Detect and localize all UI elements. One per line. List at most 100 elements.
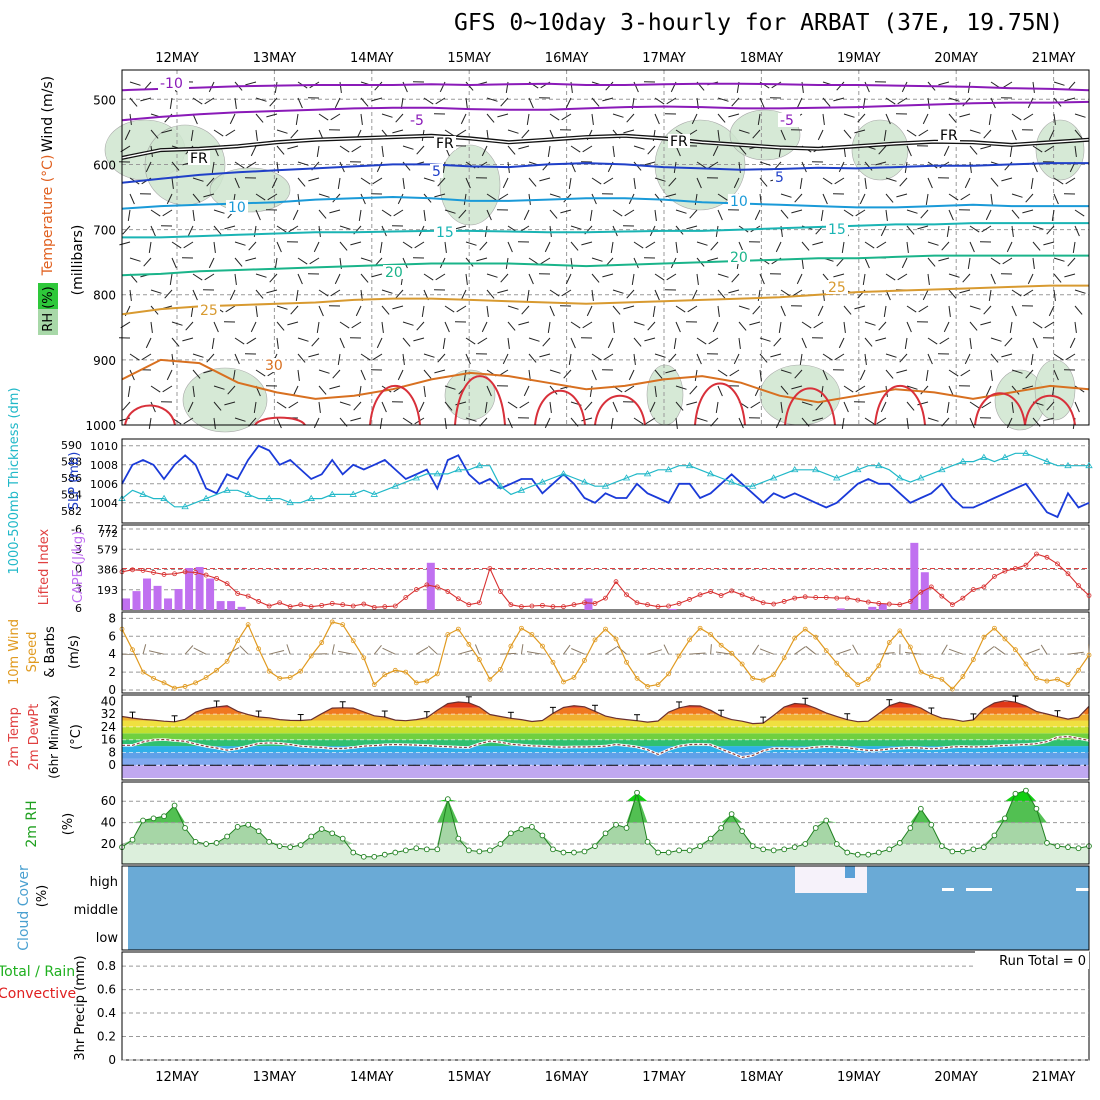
wind-barb	[1030, 353, 1034, 365]
warm-isotherm	[874, 385, 926, 426]
rh-marker	[970, 846, 977, 853]
wind-barb	[234, 273, 237, 285]
wind-barb	[549, 209, 558, 219]
wind-barb	[855, 385, 866, 393]
wind-barb	[628, 369, 635, 381]
wind-barb	[295, 289, 299, 301]
wind-barb	[1064, 97, 1076, 102]
surface-wind-barb	[193, 647, 207, 655]
wind-barb	[675, 385, 687, 390]
wind-barb	[925, 193, 929, 205]
wind-barb	[540, 257, 551, 265]
isotherm-label: 20	[730, 250, 748, 266]
cape-bar	[143, 578, 152, 610]
wind-marker	[382, 672, 388, 678]
wind-barb	[1053, 113, 1056, 125]
wind-barb	[689, 209, 698, 219]
li-marker	[970, 587, 976, 592]
wind-barb	[654, 273, 665, 281]
wind-barb	[318, 289, 329, 297]
wind-barb	[549, 289, 560, 297]
isotherm-line	[121, 358, 1090, 404]
wind-barb	[350, 241, 362, 246]
wind-barb	[1032, 321, 1043, 329]
surface-wind-barb	[382, 647, 396, 655]
wind-barb	[381, 145, 384, 157]
wind-barb	[423, 353, 435, 358]
rh-marker	[381, 851, 388, 858]
warm-isotherm	[454, 375, 506, 426]
x-tick-label-top: 13MAY	[253, 51, 297, 66]
li-marker	[403, 595, 409, 600]
rh-marker	[665, 849, 672, 856]
wind-barb	[318, 369, 330, 374]
wind-barb	[581, 417, 593, 422]
wind-barb	[624, 385, 635, 393]
surface-wind-barb	[941, 644, 948, 655]
rh-shading	[439, 144, 501, 226]
wind-barb	[607, 337, 614, 349]
surface-wind-barb	[337, 650, 354, 655]
wind-barb	[192, 177, 204, 182]
cape-bar	[836, 608, 845, 610]
wind-barb	[379, 417, 383, 429]
wind-barb	[276, 321, 285, 331]
wind-barb	[859, 193, 866, 205]
wind-marker	[466, 641, 472, 647]
wind-barb	[939, 337, 950, 345]
wind-barb	[654, 113, 660, 125]
warm-isotherm	[594, 394, 646, 426]
isotherm-label: 25	[828, 280, 846, 296]
wind-barb	[402, 81, 408, 93]
wind-barb	[1074, 305, 1083, 315]
wind-barb	[477, 337, 488, 345]
wind-marker	[928, 674, 934, 679]
wind-barb	[402, 145, 414, 150]
wind-barb	[339, 241, 348, 251]
surface-wind-barb	[647, 649, 663, 655]
li-marker	[760, 600, 766, 606]
wind-marker	[634, 675, 640, 681]
thickness-marker	[769, 474, 778, 481]
li-marker	[161, 572, 167, 577]
wind-barb	[570, 337, 576, 349]
li-marker	[813, 595, 819, 600]
cape-bar	[132, 591, 141, 610]
wind-barb	[938, 257, 950, 262]
wind-barb	[775, 241, 782, 253]
wind-barb	[486, 193, 497, 201]
wind-barb	[330, 113, 341, 121]
wind-barb	[444, 241, 447, 253]
wind-marker	[193, 680, 198, 686]
rh-marker	[634, 789, 640, 796]
wind-marker	[592, 637, 598, 643]
wind-marker	[834, 660, 840, 666]
wind-barb	[906, 241, 909, 253]
li-marker	[739, 592, 745, 598]
wind-barb	[234, 97, 237, 109]
warm-isotherm	[694, 382, 746, 426]
wind-barb	[980, 145, 992, 150]
rh-marker	[613, 821, 619, 828]
li-marker	[876, 600, 882, 606]
wind-barb	[799, 177, 803, 189]
wind-barb	[696, 417, 708, 422]
thickness-tick-label: 588	[61, 456, 82, 469]
wind-barb	[1044, 321, 1055, 329]
wind-barb	[1074, 145, 1077, 157]
wind-barb	[633, 177, 636, 189]
wind-barb	[1009, 145, 1013, 157]
wind-barb	[901, 257, 908, 269]
wind-barb	[568, 353, 572, 365]
wind-barb	[455, 225, 467, 230]
wind-marker	[939, 676, 945, 682]
x-tick-label-bottom: 13MAY	[253, 1070, 297, 1085]
wind-barb	[297, 193, 300, 205]
wind-barb	[980, 321, 992, 326]
wind-barb	[549, 385, 558, 395]
wind-barb	[794, 193, 803, 203]
rh-marker	[917, 805, 924, 812]
wind-barb	[442, 337, 446, 349]
wind-barb	[610, 417, 614, 429]
wind-barb	[843, 401, 849, 413]
